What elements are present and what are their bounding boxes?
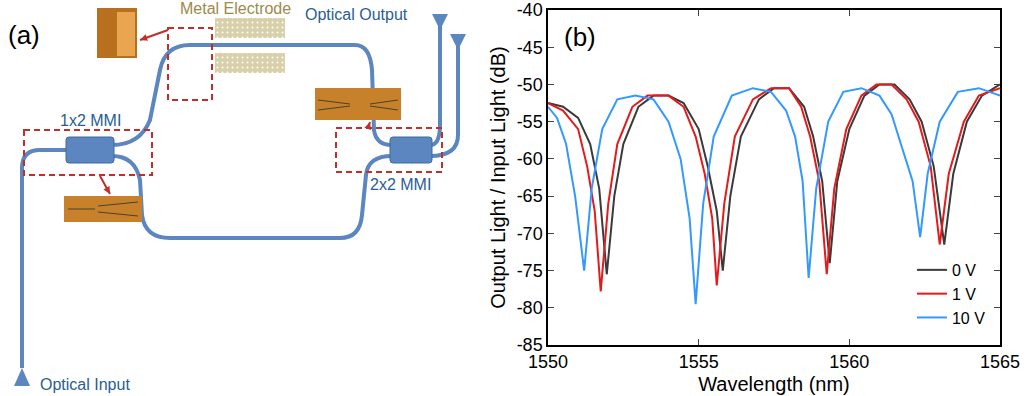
svg-text:1565: 1565 — [980, 352, 1020, 372]
svg-text:(b): (b) — [564, 22, 596, 52]
svg-text:Metal Electrode: Metal Electrode — [180, 0, 291, 17]
svg-text:-65: -65 — [517, 186, 543, 206]
svg-text:-75: -75 — [517, 261, 543, 281]
svg-text:1x2 MMI: 1x2 MMI — [60, 112, 121, 129]
svg-text:-70: -70 — [517, 224, 543, 244]
svg-text:-80: -80 — [517, 298, 543, 318]
svg-text:1 V: 1 V — [952, 286, 976, 303]
svg-text:Optical Input: Optical Input — [40, 376, 130, 393]
svg-text:-40: -40 — [517, 0, 543, 20]
svg-text:1550: 1550 — [528, 352, 568, 372]
svg-text:10 V: 10 V — [952, 310, 985, 327]
svg-text:-60: -60 — [517, 149, 543, 169]
svg-text:-45: -45 — [517, 38, 543, 58]
svg-text:1560: 1560 — [829, 352, 869, 372]
svg-text:Optical Output: Optical Output — [305, 6, 408, 23]
svg-text:1555: 1555 — [679, 352, 719, 372]
svg-text:Output Light / Input Light (dB: Output Light / Input Light (dB) — [487, 46, 509, 308]
svg-text:-85: -85 — [517, 335, 543, 355]
svg-text:0 V: 0 V — [952, 262, 976, 279]
svg-text:-55: -55 — [517, 112, 543, 132]
svg-text:Wavelength (nm): Wavelength (nm) — [698, 373, 850, 395]
svg-text:2x2 MMI: 2x2 MMI — [370, 176, 431, 193]
svg-text:-50: -50 — [517, 75, 543, 95]
svg-text:(a): (a) — [8, 20, 40, 50]
